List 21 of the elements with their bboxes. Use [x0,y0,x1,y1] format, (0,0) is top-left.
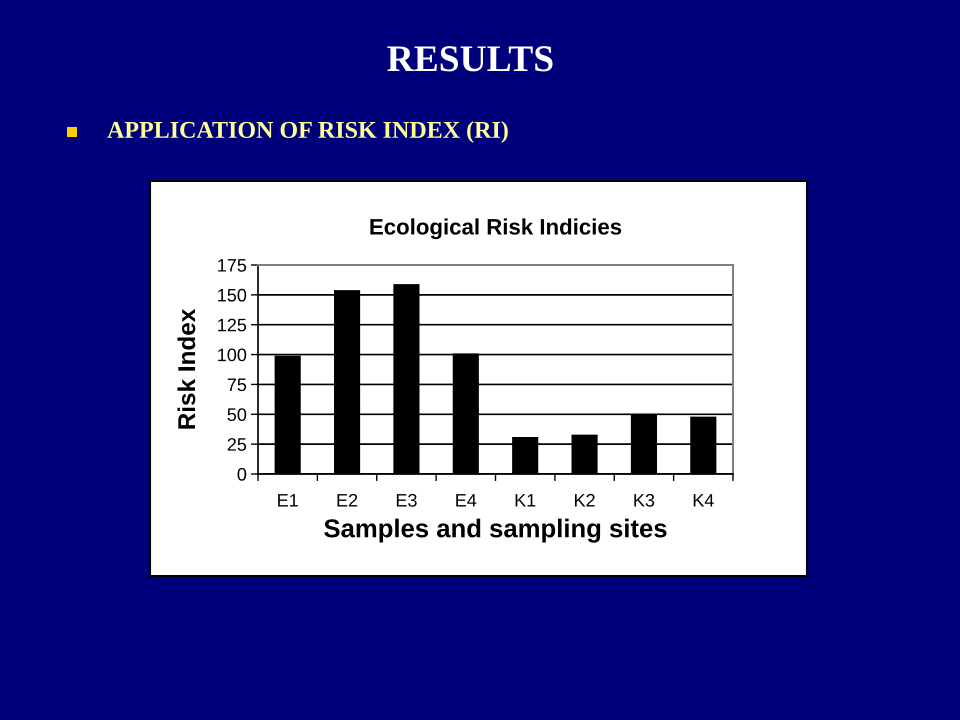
x-tick-label: K4 [694,494,714,507]
text: APPLICATION OF RISK INDEX (RI) [107,121,508,143]
x-tick-label: K3 [634,494,654,507]
y-tick-label: 75 [228,378,246,392]
x-axis-title: Samples and sampling sites [324,518,667,543]
x-tick-label: E3 [396,494,417,507]
text: RESULTS [387,46,553,72]
x-tick-label: K1 [516,494,536,507]
y-tick-label: 150 [218,288,246,302]
y-axis-title: Risk Index [177,308,196,429]
chart-title: Ecological Risk Indicies [370,218,622,240]
y-tick-label: 100 [218,348,246,362]
x-tick-label: K2 [575,494,595,507]
y-tick-label: 0 [238,468,246,481]
y-tick-label: 50 [228,408,246,422]
y-tick-label: 125 [218,318,246,332]
y-tick-label: 25 [228,438,246,451]
y-tick-label: 175 [218,259,246,272]
x-tick-label: E1 [278,494,298,507]
x-tick-label: E4 [456,494,476,507]
x-tick-label: E2 [338,494,358,507]
